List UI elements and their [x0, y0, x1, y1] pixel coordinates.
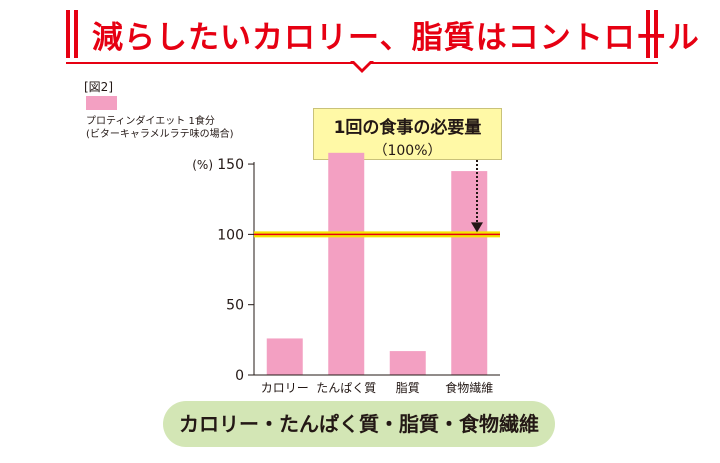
x-tick-label-2: 脂質 — [396, 380, 420, 395]
bar-3 — [451, 171, 488, 375]
bar-0 — [266, 338, 303, 375]
legend-swatch — [86, 96, 117, 110]
y-tick-label-2: 100 — [217, 227, 244, 243]
banner-title: 減らしたいカロリー、脂質はコントロール — [92, 20, 700, 56]
banner-left-stripe-outer — [66, 10, 70, 58]
y-unit-label: (%) — [192, 158, 213, 172]
footer-label: カロリー・たんぱく質・脂質・食物繊維 — [163, 401, 555, 447]
legend-text: プロティンダイエット 1食分 (ビターキャラメルラテ味の場合) — [86, 115, 234, 141]
y-tick-label-0: 0 — [235, 368, 244, 384]
banner-pointer-fill — [353, 60, 371, 69]
bar-2 — [389, 351, 426, 375]
y-tick-label-3: 150 — [217, 157, 244, 173]
x-tick-label-3: 食物繊維 — [445, 380, 493, 395]
banner-right-stripe-inner — [646, 10, 650, 58]
callout-arrow-head — [471, 222, 483, 233]
callout-subtitle: （100%） — [373, 143, 442, 159]
bar-1 — [328, 152, 365, 375]
x-tick-label-1: たんぱく質 — [316, 380, 376, 395]
figure-label: [図2] — [84, 80, 113, 94]
legend-line-2: (ビターキャラメルラテ味の場合) — [86, 129, 234, 140]
callout-box: 1回の食事の必要量 （100%） — [313, 108, 502, 160]
callout-title: 1回の食事の必要量 — [333, 118, 482, 138]
banner-right-stripe-outer — [654, 10, 658, 58]
y-tick-label-1: 50 — [226, 298, 244, 314]
legend-line-1: プロティンダイエット 1食分 — [86, 116, 215, 127]
x-tick-label-0: カロリー — [261, 381, 309, 395]
banner-left-stripe-inner — [74, 10, 78, 58]
